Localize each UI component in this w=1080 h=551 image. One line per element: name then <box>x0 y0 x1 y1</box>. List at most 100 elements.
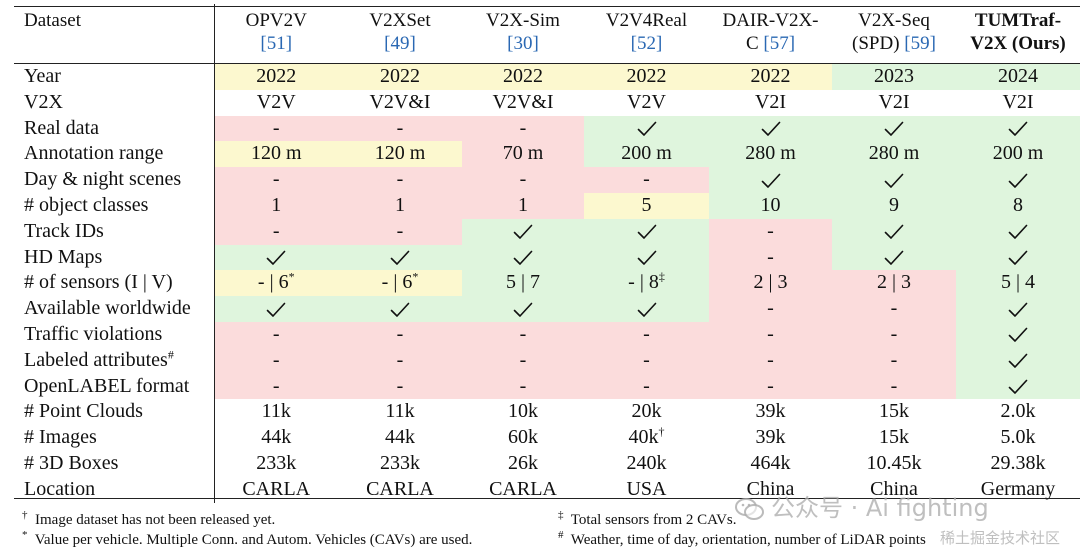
check-icon <box>513 302 533 317</box>
table-cell: - <box>709 347 832 374</box>
table-cell <box>709 115 832 142</box>
table-row-point-clouds: # Point Clouds 11k 11k 10k 20k 39k 15k 2.0k <box>14 399 1080 426</box>
table-cell: 2 | 3 <box>709 270 832 297</box>
table-cell: 15k <box>832 399 956 426</box>
table-cell: 15k <box>832 425 956 451</box>
table-cell: - <box>214 218 338 245</box>
footnote-total-sensors: ‡ Total sensors from 2 CAVs. <box>558 509 737 529</box>
table-row-hd-maps: HD Maps - <box>14 244 1080 271</box>
table-cell: - <box>584 347 709 374</box>
table-cell <box>709 167 832 193</box>
table-cell: - <box>709 373 832 400</box>
table-cell: 26k <box>462 450 584 477</box>
table-cell: 5.0k <box>956 425 1080 451</box>
check-icon <box>884 173 904 188</box>
table-cell: - <box>832 321 956 348</box>
table-cell <box>462 296 584 322</box>
table-cell: 5 | 7 <box>462 270 584 297</box>
table-cell: 10.45k <box>832 450 956 477</box>
table-cell: 240k <box>584 450 709 477</box>
check-icon <box>513 224 533 239</box>
table-cell: 2022 <box>214 63 338 90</box>
check-icon <box>1008 224 1028 239</box>
row-label: V2X <box>14 89 215 116</box>
table-cell <box>462 244 584 271</box>
table-cell <box>956 347 1080 374</box>
table-cell: - | 6* <box>338 270 462 297</box>
table-cell: - <box>338 115 462 142</box>
check-icon <box>637 121 656 136</box>
check-icon <box>390 250 410 265</box>
footnote-image-dataset: † Image dataset has not been released ye… <box>22 509 276 529</box>
table-cell: 44k <box>338 425 462 451</box>
header-row: Dataset OPV2V [51] V2XSet [49] V2X-Sim [30]… <box>14 4 1080 64</box>
table-cell: - <box>832 347 956 374</box>
col-header-dair-v2x-c: DAIR-V2X- C [57] <box>722 10 819 54</box>
table-cell: - <box>462 373 584 400</box>
check-icon <box>1008 353 1028 368</box>
check-icon <box>1008 328 1028 343</box>
table-cell: 233k <box>338 450 462 477</box>
table-cell: - | 6* <box>214 270 338 297</box>
table-cell: 2023 <box>832 63 956 90</box>
table-cell: - <box>584 167 709 193</box>
check-icon <box>1008 173 1028 188</box>
table-cell: 11k <box>338 399 462 426</box>
row-label: Track IDs <box>14 218 215 245</box>
table-cell <box>832 218 956 245</box>
check-icon <box>884 250 904 265</box>
row-label: # Point Clouds <box>14 399 215 426</box>
row-label: Year <box>14 63 215 90</box>
table-cell: 39k <box>709 399 832 426</box>
check-icon <box>761 121 780 136</box>
table-cell <box>214 244 338 271</box>
table-cell: 60k <box>462 425 584 451</box>
check-icon <box>637 250 656 265</box>
row-label: # object classes <box>14 192 215 219</box>
table-cell: 120 m <box>214 141 338 168</box>
table-cell: - <box>709 244 832 271</box>
table-cell: 233k <box>214 450 338 477</box>
check-icon <box>884 121 904 136</box>
col-header-v2v4real: V2V4Real [52] <box>605 10 688 54</box>
table-cell <box>832 115 956 142</box>
table-cell: - <box>338 347 462 374</box>
table-cell <box>338 296 462 322</box>
table-row-3d-boxes: # 3D Boxes 233k 233k 26k 240k 464k 10.45k 29.38… <box>14 450 1080 477</box>
table-cell: - <box>214 167 338 193</box>
table-cell: - <box>338 167 462 193</box>
row-label: # Images <box>14 425 215 451</box>
table-cell: - <box>214 115 338 142</box>
table-cell: - <box>462 321 584 348</box>
table-cell: - <box>832 296 956 322</box>
table-cell <box>956 321 1080 348</box>
table-cell: - <box>709 296 832 322</box>
table-row-traffic-violations: Traffic violations - - - - - - <box>14 321 1080 348</box>
table-cell: V2V&I <box>462 89 584 116</box>
row-label: Traffic violations <box>14 321 215 348</box>
table-row-real-data: Real data - - - <box>14 115 1080 142</box>
table-cell: - | 8‡ <box>584 270 709 297</box>
table-cell: - <box>338 218 462 245</box>
table-cell: 11k <box>214 399 338 426</box>
table-cell <box>832 167 956 193</box>
table-row-images: # Images 44k 44k 60k 40k† 39k 15k 5.0k <box>14 425 1080 451</box>
table-cell: 1 <box>214 192 338 219</box>
table-cell <box>956 167 1080 193</box>
table-cell: V2V <box>214 89 338 116</box>
table-cell <box>956 373 1080 400</box>
table-cell: - <box>338 373 462 400</box>
wechat-icon <box>735 498 764 520</box>
row-label: # 3D Boxes <box>14 450 215 477</box>
check-icon <box>1008 121 1028 136</box>
check-icon <box>266 302 286 317</box>
table-cell: V2V&I <box>338 89 462 116</box>
check-icon <box>266 250 286 265</box>
col-header-v2x-sim: V2X-Sim [30] <box>486 10 560 54</box>
table-cell: V2V <box>584 89 709 116</box>
table-cell: V2I <box>709 89 832 116</box>
table-row-openlabel-format: OpenLABEL format - - - - - - <box>14 373 1080 400</box>
table-cell: Germany <box>956 476 1080 503</box>
table-cell: V2I <box>832 89 956 116</box>
table-cell: - <box>584 373 709 400</box>
